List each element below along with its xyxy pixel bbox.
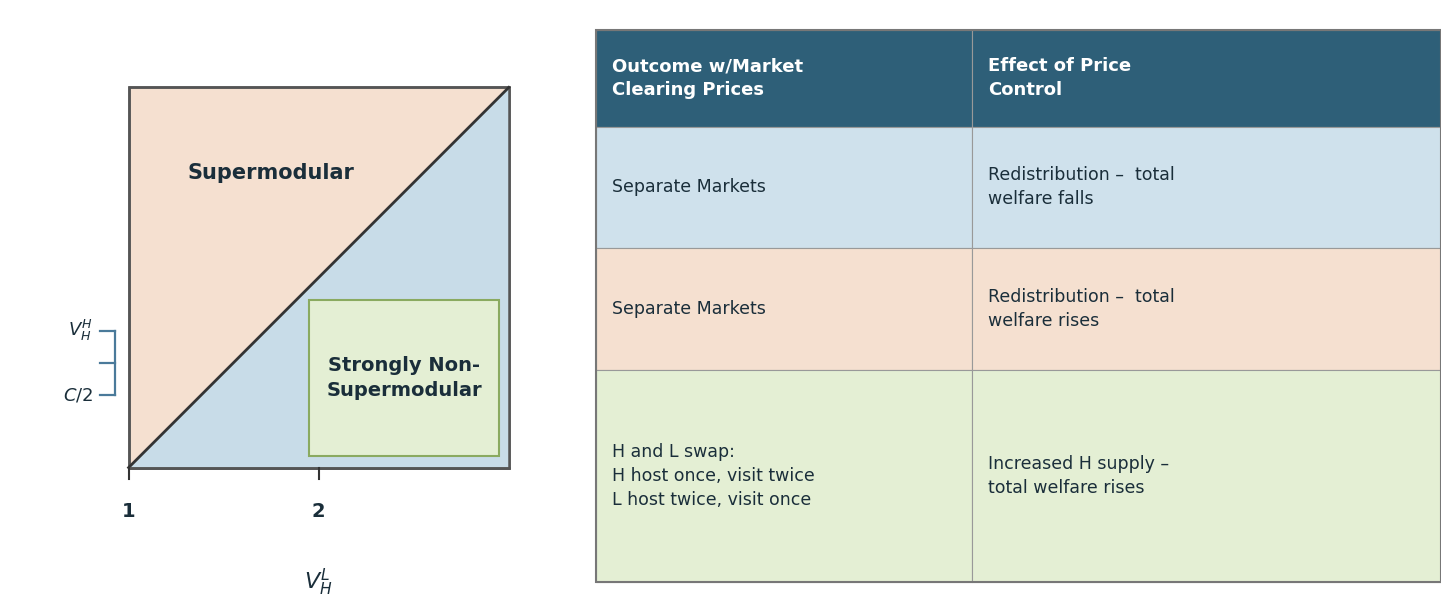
Text: Redistribution –  total
welfare rises: Redistribution – total welfare rises (987, 288, 1175, 330)
Text: $V_H^H$: $V_H^H$ (68, 318, 93, 343)
Text: Redistribution –  total
welfare falls: Redistribution – total welfare falls (987, 166, 1175, 209)
Bar (973, 30, 1441, 127)
Bar (596, 370, 973, 582)
Text: $C/2$: $C/2$ (63, 386, 93, 405)
Text: Increased H supply –
total welfare rises: Increased H supply – total welfare rises (987, 455, 1169, 497)
Bar (309, 300, 499, 456)
Text: Effect of Price
Control: Effect of Price Control (987, 57, 1131, 99)
Bar (973, 127, 1441, 248)
Polygon shape (128, 88, 508, 468)
Text: Supermodular: Supermodular (188, 163, 355, 183)
Text: 1: 1 (122, 502, 135, 521)
Bar (596, 30, 973, 127)
Bar (973, 370, 1441, 582)
Text: Strongly Non-
Supermodular: Strongly Non- Supermodular (326, 356, 482, 400)
Bar (596, 127, 973, 248)
Text: Separate Markets: Separate Markets (612, 178, 766, 196)
Text: Separate Markets: Separate Markets (612, 300, 766, 318)
Text: 2: 2 (312, 502, 326, 521)
Bar (128, 88, 508, 468)
Bar (128, 88, 508, 468)
Bar (596, 248, 973, 370)
Bar (973, 248, 1441, 370)
Text: H and L swap:
H host once, visit twice
L host twice, visit once: H and L swap: H host once, visit twice L… (612, 442, 814, 509)
Text: $V_H^L$: $V_H^L$ (304, 567, 333, 598)
Text: Outcome w/Market
Clearing Prices: Outcome w/Market Clearing Prices (612, 57, 802, 99)
